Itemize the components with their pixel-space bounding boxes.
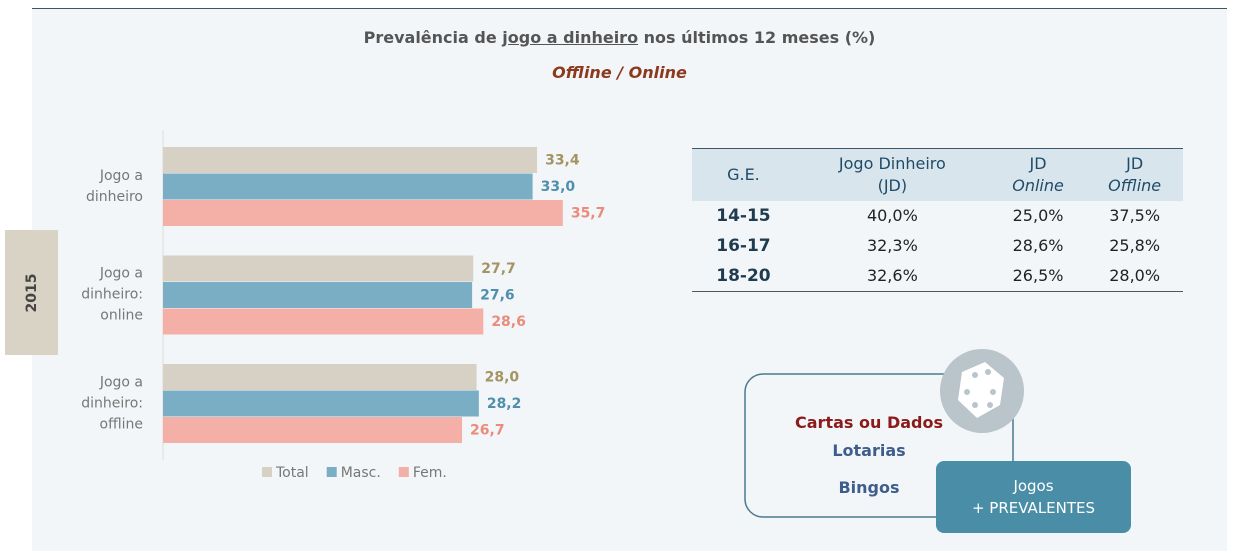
diagram-item: Cartas ou Dados bbox=[795, 413, 943, 432]
value-label: 35,7 bbox=[571, 205, 606, 221]
value-label: 33,0 bbox=[541, 179, 576, 195]
value-label: 26,7 bbox=[470, 422, 505, 438]
legend-label: Fem. bbox=[413, 465, 447, 481]
bar bbox=[163, 255, 474, 282]
bar bbox=[163, 308, 484, 335]
header-cell: Jogo Dinheiro (JD) bbox=[795, 149, 990, 202]
legend-label: Masc. bbox=[341, 465, 381, 481]
value-label: 33,4 bbox=[545, 152, 580, 168]
header-line: Offline bbox=[1108, 176, 1162, 195]
title: Prevalência de jogo a dinheiro nos últim… bbox=[0, 28, 1239, 47]
row: 16-17 32,3% 28,6% 25,8% bbox=[692, 231, 1183, 261]
header-line: G.E. bbox=[727, 165, 760, 184]
dice-icon bbox=[940, 349, 1024, 433]
diagram-item: Lotarias bbox=[832, 441, 906, 460]
cell: 28,0% bbox=[1109, 266, 1161, 285]
table: G.E. Jogo Dinheiro (JD) JD Online JD Offline 14… bbox=[692, 148, 1183, 292]
category-label: Jogo a dinheiro: offline bbox=[81, 374, 143, 433]
header-line: JD bbox=[1029, 154, 1047, 173]
cell: 37,5% bbox=[1109, 206, 1161, 225]
bar bbox=[163, 364, 477, 390]
value-label: 28,6 bbox=[491, 314, 526, 330]
header-line: (JD) bbox=[877, 176, 908, 195]
diagram-frame bbox=[744, 373, 1014, 518]
header-line: Jogo Dinheiro bbox=[838, 154, 946, 173]
prevalent-box: Jogos + PREVALENTES bbox=[936, 461, 1131, 533]
row: 18-20 32,6% 26,5% 28,0% bbox=[692, 261, 1183, 292]
cell: 26,5% bbox=[1012, 266, 1064, 285]
row: 14-15 40,0% 25,0% 37,5% bbox=[692, 201, 1183, 231]
legend-label: Total bbox=[275, 465, 309, 481]
title-part: Prevalência de bbox=[363, 28, 503, 47]
cell: 14-15 bbox=[716, 206, 771, 226]
bar bbox=[163, 282, 473, 308]
category-label: Jogo a dinheiro: online bbox=[81, 265, 143, 324]
bar bbox=[163, 200, 563, 226]
header-cell: JD Offline bbox=[1086, 149, 1183, 202]
cell: 32,6% bbox=[866, 266, 918, 285]
bar bbox=[163, 173, 533, 200]
cell: 25,0% bbox=[1012, 206, 1064, 225]
subtitle: Offline / Online bbox=[552, 63, 687, 82]
cell: 16-17 bbox=[716, 236, 771, 256]
cell: 28,6% bbox=[1012, 236, 1064, 255]
value-label: 27,7 bbox=[481, 261, 516, 277]
value-label: 28,0 bbox=[485, 369, 520, 385]
year-tab: 2015 bbox=[5, 230, 58, 355]
cell: 40,0% bbox=[866, 206, 918, 225]
header-line: Online bbox=[1012, 176, 1064, 195]
box-line: + PREVALENTES bbox=[971, 499, 1096, 517]
legend-swatch bbox=[326, 467, 337, 477]
header-line: JD bbox=[1126, 154, 1144, 173]
value-label: 27,6 bbox=[480, 287, 515, 303]
title-part: nos últimos 12 meses (%) bbox=[638, 28, 876, 47]
bar bbox=[163, 147, 538, 173]
header-cell: G.E. bbox=[692, 149, 795, 202]
bar bbox=[163, 417, 463, 443]
cell: 18-20 bbox=[716, 266, 771, 286]
category-label: Jogo a dinheiro bbox=[85, 167, 143, 205]
cell: 32,3% bbox=[866, 236, 918, 255]
box-line: Jogos bbox=[1013, 477, 1054, 495]
legend-swatch bbox=[398, 467, 409, 477]
legend-swatch bbox=[262, 467, 272, 477]
diagram-item: Bingos bbox=[838, 478, 900, 497]
cell: 25,8% bbox=[1109, 236, 1161, 255]
title-part: jogo a dinheiro bbox=[502, 28, 639, 47]
header-cell: JD Online bbox=[990, 149, 1086, 202]
value-label: 28,2 bbox=[487, 396, 522, 412]
bar bbox=[163, 390, 479, 417]
